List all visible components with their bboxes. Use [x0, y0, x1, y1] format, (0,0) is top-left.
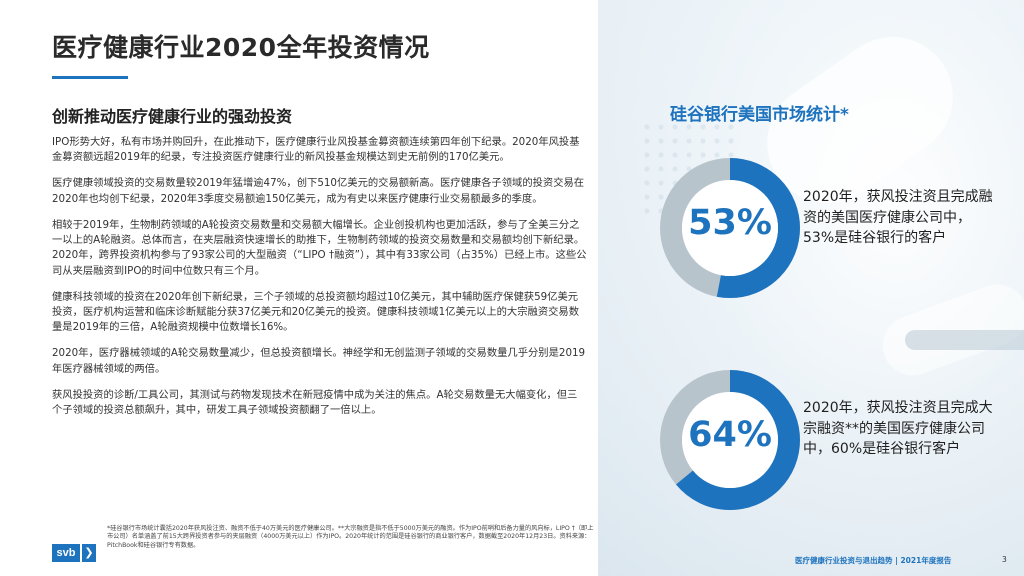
donut-center — [682, 180, 778, 276]
logo-text: svb — [52, 544, 80, 562]
donut-value-arc — [660, 370, 800, 510]
chevron-right-icon: ❯ — [82, 544, 96, 562]
footer-text: 医疗健康行业投资与退出趋势 | 2021年度报告 — [795, 556, 952, 565]
title-underline — [52, 76, 128, 79]
stats-title: 硅谷银行美国市场统计* — [670, 105, 849, 125]
background-decor — [905, 330, 1024, 350]
stat-description: 2020年，获风投注资且完成大宗融资**的美国医疗健康公司中，60%是硅谷银行客… — [803, 400, 993, 457]
donut-value-arc — [660, 158, 800, 298]
paragraph: 医疗健康领域投资的交易数量较2019年猛增逾47%，创下510亿美元的交易额新高… — [52, 177, 585, 205]
paragraph: 获风投投资的诊断/工具公司，其测试与药物发现技术在新冠疫情中成为关注的焦点。A轮… — [52, 388, 578, 417]
donut-center — [682, 392, 778, 488]
percent-label: 53% — [688, 203, 772, 243]
stat-description: 2020年，获风投注资且完成融资的美国医疗健康公司中，53%是硅谷银行的客户 — [803, 189, 993, 246]
paragraph: 相较于2019年，生物制药领域的A轮投资交易数量和交易额大幅增长。企业创投机构也… — [52, 218, 587, 277]
page-number: 3 — [1002, 555, 1007, 564]
paragraph: IPO形势大好，私有市场并购回升，在此推动下，医疗健康行业风投基金募资额连续第四… — [52, 136, 580, 164]
section-subtitle: 创新推动医疗健康行业的强劲投资 — [52, 107, 293, 126]
svb-logo: svb ❯ — [52, 544, 96, 562]
paragraph: 健康科技领域的投资在2020年创下新纪录，三个子领域的总投资额均超过10亿美元，… — [52, 290, 580, 334]
footnote: *硅谷银行市场统计囊括2020年获风投注资、融资不低于40万美元的医疗健康公司。… — [107, 525, 594, 549]
paragraph: 2020年，医疗器械领域的A轮交易数量减少，但总投资额增长。神经学和无创监测子领… — [52, 347, 586, 375]
page-title: 医疗健康行业2020全年投资情况 — [52, 33, 430, 62]
percent-label: 64% — [688, 415, 772, 455]
body-text: IPO形势大好，私有市场并购回升，在此推动下，医疗健康行业风投基金募资额连续第四… — [52, 135, 587, 429]
donut-chart-53 — [660, 158, 800, 298]
donut-chart-64 — [660, 370, 800, 510]
